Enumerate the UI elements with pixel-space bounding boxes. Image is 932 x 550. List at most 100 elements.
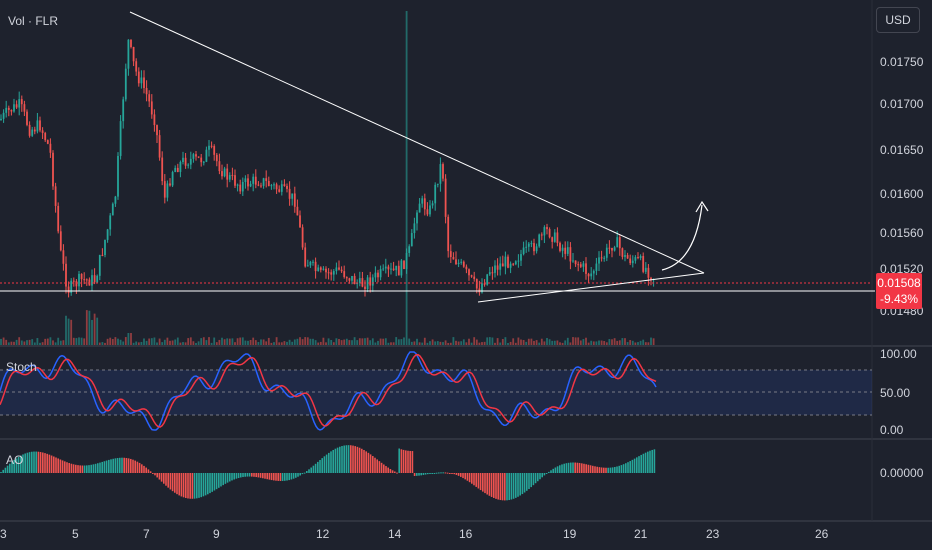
ao-bar — [585, 464, 587, 473]
ao-bar — [618, 465, 620, 473]
x-tick: 16 — [459, 527, 473, 541]
ao-bar — [123, 457, 125, 473]
volume-bar — [608, 339, 611, 345]
ao-bar — [409, 450, 411, 473]
candle-body — [592, 270, 595, 274]
volume-bar — [241, 337, 244, 345]
candle-body — [280, 184, 283, 192]
ao-bar — [103, 461, 106, 473]
volume-bar — [252, 337, 255, 345]
ao-bar — [154, 473, 156, 476]
volume-bar — [650, 337, 652, 345]
stoch-tick: 100.00 — [880, 347, 917, 361]
volume-bar — [228, 338, 231, 345]
ao-bar — [253, 473, 255, 477]
candle-body — [205, 149, 208, 162]
volume-bar — [353, 337, 356, 345]
candle-body — [507, 256, 509, 268]
ao-bar — [413, 473, 416, 476]
candle-body — [600, 257, 603, 259]
volume-bar — [369, 340, 372, 345]
ao-bar — [229, 473, 231, 482]
ao-bar — [193, 473, 196, 499]
volume-bar — [226, 338, 229, 345]
volume-bar — [179, 342, 182, 345]
volume-bar — [624, 338, 626, 345]
candle-body — [197, 156, 200, 158]
ao-bar — [541, 473, 543, 478]
ao-bar — [457, 473, 460, 476]
candle-body — [215, 154, 218, 162]
ao-bar — [603, 467, 605, 473]
currency-button[interactable]: USD — [876, 7, 920, 33]
ao-bar — [4, 467, 7, 473]
volume-bar — [278, 342, 281, 345]
ao-bar — [15, 458, 18, 473]
ao-bar — [264, 473, 266, 479]
volume-bar — [10, 341, 13, 345]
candle-body — [286, 185, 288, 189]
ao-bar — [444, 472, 447, 474]
candle-body — [244, 178, 247, 182]
ao-bar — [202, 473, 205, 497]
candle-body — [624, 255, 626, 257]
volume-bar — [403, 337, 405, 345]
ao-bar — [251, 473, 253, 477]
ao-bar — [653, 449, 656, 473]
candle-body — [228, 175, 231, 180]
candle-body — [353, 275, 356, 285]
ao-bar — [482, 473, 484, 492]
ao-bar — [321, 458, 323, 473]
candle-body — [119, 121, 122, 156]
volume-bar — [468, 338, 470, 345]
ao-bar — [512, 473, 515, 499]
volume-bar — [176, 337, 179, 345]
ao-bar — [138, 462, 141, 473]
candle-body — [257, 184, 260, 186]
candle-body — [522, 247, 525, 255]
ao-bar — [61, 460, 64, 473]
ao-bar — [554, 467, 557, 473]
volume-bar — [514, 342, 517, 345]
volume-bar — [49, 337, 52, 345]
volume-bar — [351, 340, 353, 345]
ao-bar — [343, 445, 345, 473]
volume-bar — [2, 337, 5, 345]
ao-bar — [627, 462, 629, 473]
ao-bar — [365, 451, 367, 473]
volume-bar — [288, 339, 291, 345]
ao-bar — [442, 472, 444, 474]
candle-body — [13, 104, 15, 112]
volume-bar — [332, 342, 335, 345]
volume-bar — [15, 339, 18, 345]
ao-bar — [59, 459, 62, 473]
ao-bar — [288, 473, 290, 481]
volume-bar — [421, 342, 424, 345]
volume-bar — [26, 340, 28, 345]
candle-body — [504, 256, 507, 267]
candle-body — [473, 276, 476, 280]
ao-bar — [165, 473, 167, 486]
volume-bar — [205, 340, 208, 345]
ao-bar — [244, 473, 246, 477]
candle-body — [49, 143, 52, 153]
candle-body — [426, 209, 429, 215]
ao-bar — [405, 450, 407, 473]
ao-bar — [433, 472, 436, 474]
stoch-k-line — [0, 351, 657, 431]
volume-bar — [382, 338, 385, 345]
candle-body — [488, 272, 491, 275]
ao-bar — [273, 473, 275, 481]
ao-bar — [440, 472, 442, 474]
volume-bar — [202, 337, 205, 345]
ao-bar — [644, 452, 647, 473]
ao-bar — [310, 467, 312, 473]
ao-bar — [376, 459, 378, 473]
candle-body — [559, 242, 561, 251]
volume-bar — [293, 339, 296, 345]
candle-body — [114, 196, 117, 204]
candle-body — [553, 232, 556, 242]
candle-body — [46, 140, 49, 144]
volume-bar — [499, 342, 502, 345]
